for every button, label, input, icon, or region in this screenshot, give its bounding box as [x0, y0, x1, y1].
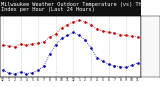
Text: Milwaukee Weather Outdoor Temperature (vs) THSW Index per Hour (Last 24 Hours): Milwaukee Weather Outdoor Temperature (v…	[1, 2, 148, 12]
